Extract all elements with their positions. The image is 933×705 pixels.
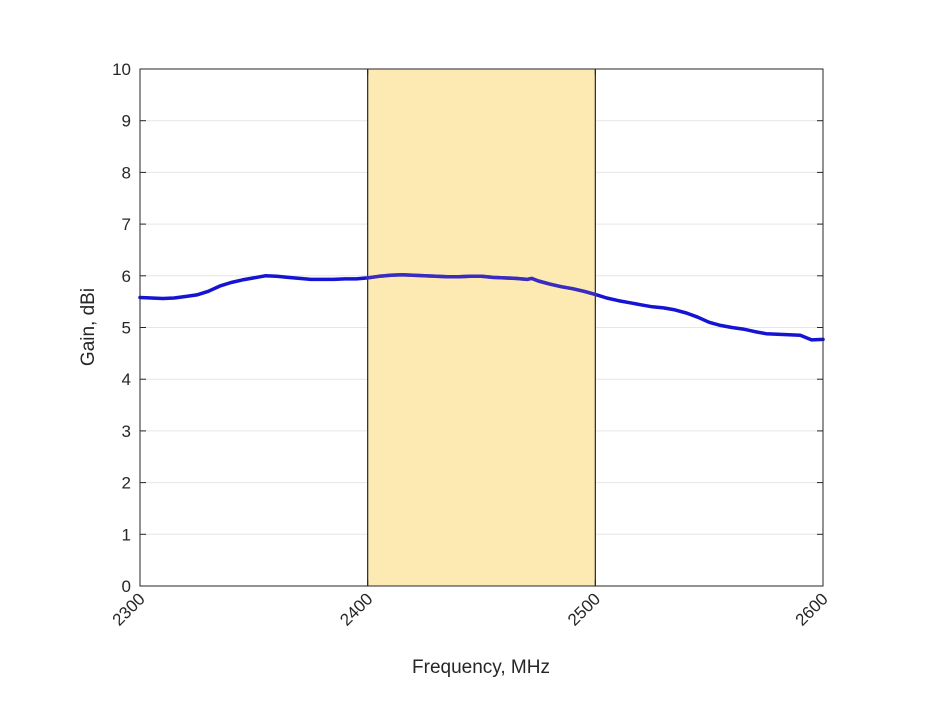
y-tick-label: 5	[122, 319, 131, 338]
gain-series-line-in-band	[365, 273, 598, 297]
y-tick-label: 10	[112, 60, 131, 79]
x-tick-label: 2300	[109, 589, 149, 629]
highlight-band	[367, 69, 596, 586]
x-axis-label: Frequency, MHz	[412, 657, 550, 678]
y-tick-label: 0	[122, 577, 131, 596]
series-layer	[138, 273, 825, 342]
y-tick-label: 3	[122, 422, 131, 441]
y-tick-label: 2	[122, 474, 131, 493]
y-tick-label: 6	[122, 267, 131, 286]
x-tick-label: 2600	[792, 589, 832, 629]
y-axis-label: Gain, dBi	[78, 288, 99, 366]
y-tick-label: 4	[122, 370, 131, 389]
y-tick-label: 9	[122, 112, 131, 131]
band-layer	[367, 69, 596, 586]
y-tick-label: 1	[122, 525, 131, 544]
x-tick-label: 2400	[336, 589, 376, 629]
y-tick-label: 8	[122, 163, 131, 182]
y-tick-label: 7	[122, 215, 131, 234]
x-tick-label: 2500	[564, 589, 604, 629]
